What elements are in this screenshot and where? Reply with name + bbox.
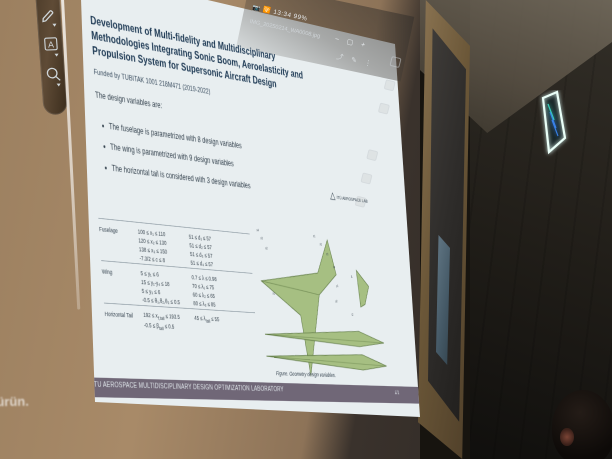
svg-text:z1: z1: [313, 234, 316, 238]
svg-text:y2: y2: [335, 299, 338, 303]
svg-text:x4: x4: [256, 228, 259, 232]
svg-text:z4: z4: [333, 265, 336, 269]
svg-text:x3: x3: [260, 236, 263, 240]
svg-text:z2: z2: [320, 242, 323, 246]
svg-text:x1: x1: [272, 291, 275, 295]
svg-text:t1: t1: [351, 275, 353, 279]
svg-text:z3: z3: [326, 252, 329, 256]
svg-text:x2: x2: [265, 246, 268, 250]
svg-text:t2: t2: [352, 313, 354, 317]
svg-text:A: A: [48, 39, 55, 49]
svg-text:y1: y1: [336, 284, 339, 288]
